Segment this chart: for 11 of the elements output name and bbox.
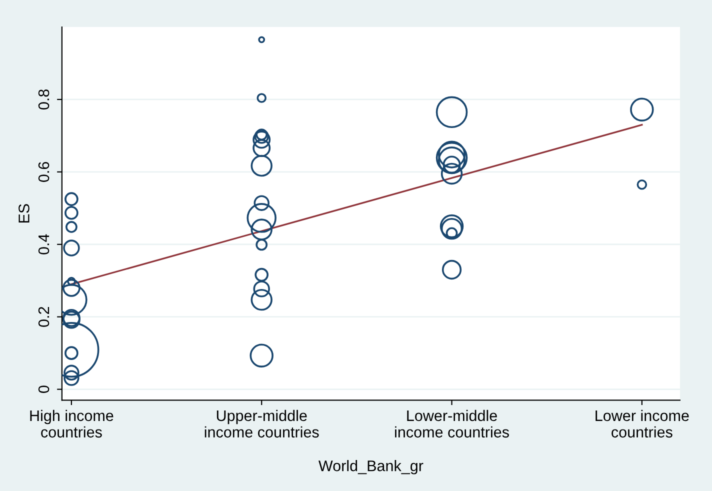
y-tick-label: 0.4: [38, 234, 50, 254]
x-tick-label: High income countries: [30, 410, 114, 438]
x-axis-title: World_Bank_gr: [318, 460, 424, 474]
y-tick-label: 0.8: [38, 90, 50, 110]
y-tick-label: 0: [38, 386, 50, 393]
y-tick-label: 0.2: [38, 306, 50, 327]
y-tick-label: 0.6: [38, 162, 50, 182]
x-tick-label: Lower-middle income countries: [395, 410, 509, 438]
x-tick-label: Upper-middle income countries: [204, 410, 319, 438]
y-axis-title: ES: [18, 204, 30, 223]
x-tick-label: Lower income countries: [596, 410, 689, 438]
